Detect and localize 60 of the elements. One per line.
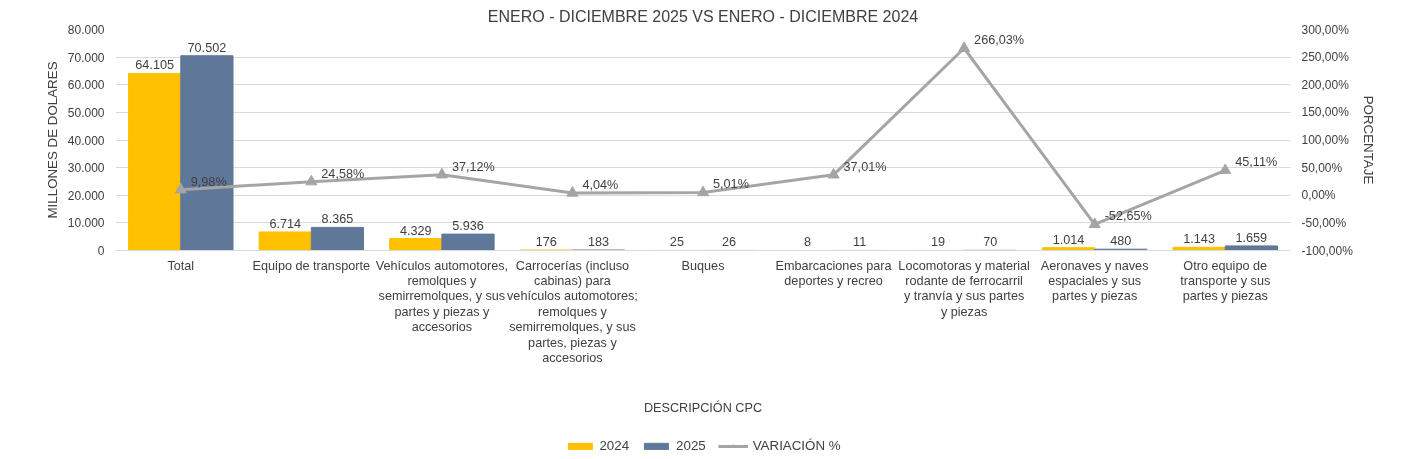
data-label: 8 xyxy=(803,235,811,250)
y-tick-label: 50.000 xyxy=(67,105,105,120)
y-tick-label: 20.000 xyxy=(67,188,105,203)
y2-tick-label: -100,00% xyxy=(1301,243,1354,258)
y-tick-label: 60.000 xyxy=(67,78,105,93)
y-tick-label: 70.000 xyxy=(67,50,105,65)
x-tick-label: Embarcaciones para deportes y recreo xyxy=(775,258,893,288)
data-label: 183 xyxy=(588,234,610,249)
data-label: 8.365 xyxy=(321,212,354,227)
y2-tick-label: 200,00% xyxy=(1301,77,1350,92)
data-label: 26 xyxy=(722,235,737,250)
x-axis-title: DESCRIPCIÓN CPC xyxy=(643,399,763,415)
y-tick-label: 30.000 xyxy=(67,161,105,176)
data-label: 266,03% xyxy=(974,33,1025,48)
data-label: 24,58% xyxy=(321,166,365,181)
data-label: 480 xyxy=(1110,234,1132,249)
data-label: 11 xyxy=(853,235,867,250)
legend-label: 2024 xyxy=(599,438,630,453)
data-label: 37,12% xyxy=(451,159,495,174)
y2-axis-title: PORCENTAJE xyxy=(1360,95,1376,185)
data-label: 19 xyxy=(930,235,946,250)
data-label: 37,01% xyxy=(843,159,887,174)
data-label: 64.105 xyxy=(135,58,175,73)
y-tick-label: 80.000 xyxy=(67,23,105,37)
data-label: 70.502 xyxy=(187,40,227,55)
data-label: 1.659 xyxy=(1235,230,1268,245)
y2-tick-label: 300,00% xyxy=(1301,22,1350,37)
data-label: 6.714 xyxy=(269,216,302,231)
x-tick-label: Otro equipo de transporte y sus partes y piezas xyxy=(1180,258,1271,304)
data-label: 5,01% xyxy=(713,177,749,192)
x-tick-label: Buques xyxy=(681,258,725,273)
data-label: 9,98% xyxy=(190,174,227,189)
y-tick-label: 10.000 xyxy=(67,216,105,231)
chart-title: ENERO - DICIEMBRE 2025 VS ENERO - DICIEMBRE 2024 xyxy=(487,7,919,25)
y2-tick-label: 0,00% xyxy=(1301,188,1336,203)
data-label: -52,65% xyxy=(1104,209,1152,224)
data-label: 45,11% xyxy=(1235,155,1278,170)
legend-label: VARIACIÓN % xyxy=(752,438,841,453)
data-label: 4,04% xyxy=(582,178,619,193)
x-tick-label: Total xyxy=(167,258,195,273)
y-axis-title: MILLONES DE DOLARES xyxy=(44,61,60,219)
y-tick-label: 40.000 xyxy=(67,133,105,148)
x-tick-label: Locomotoras y material rodante de ferrocarril y tranvía y sus partes y piezas xyxy=(898,258,1030,319)
y2-tick-label: 150,00% xyxy=(1301,105,1350,120)
data-label: 1.143 xyxy=(1183,232,1215,247)
x-tick-label: Aeronaves y naves espaciales y sus partes y piezas xyxy=(1040,258,1149,304)
data-label: 1.014 xyxy=(1052,232,1085,247)
data-label: 4.329 xyxy=(399,223,432,238)
y2-tick-label: -50,00% xyxy=(1301,215,1347,230)
y2-tick-label: 50,00% xyxy=(1301,160,1343,175)
legend-label: 2025 xyxy=(676,438,706,453)
data-label: 25 xyxy=(669,235,684,250)
data-label: 70 xyxy=(983,235,998,250)
data-label: 176 xyxy=(535,235,557,250)
x-tick-label: Carrocerías (incluso cabinas) para vehículos automotores; remolques y semirremolques, y sus partes, piezas y accesorios xyxy=(507,258,638,365)
y2-tick-label: 100,00% xyxy=(1301,133,1350,147)
y-tick-label: 0 xyxy=(97,244,105,258)
x-tick-label: Equipo de transporte xyxy=(252,258,371,273)
y2-tick-label: 250,00% xyxy=(1301,50,1350,65)
data-label: 5.936 xyxy=(452,219,484,234)
